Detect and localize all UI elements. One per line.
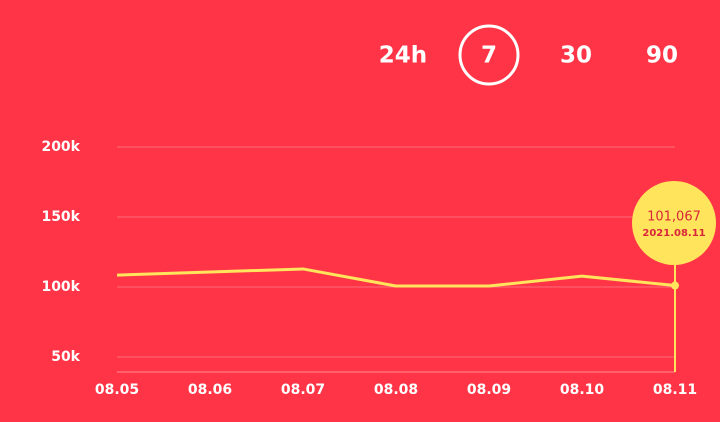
x-tick-label: 08.10 [560,382,605,398]
y-tick-label: 150k [41,209,80,225]
tooltip-date: 2021.08.11 [642,228,705,239]
tooltip-value: 101,067 [647,210,701,225]
data-line [116,267,676,288]
x-tick-label: 08.11 [653,382,697,398]
y-tick-label: 50k [51,349,80,365]
y-tick-label: 200k [41,139,80,155]
x-tick-label: 08.05 [95,382,139,398]
range-button[interactable]: 24h [379,43,427,69]
range-button[interactable]: 30 [560,43,592,69]
x-tick-label: 08.07 [281,382,325,398]
y-tick-label: 100k [41,279,80,295]
range-selected [458,24,520,86]
range-button[interactable]: 7 [481,43,497,69]
x-tick-label: 08.08 [374,382,418,398]
point-marker [671,281,679,290]
range-button[interactable]: 90 [646,43,678,69]
tooltip-bubble [632,181,716,265]
x-tick-label: 08.06 [188,382,232,398]
x-tick-label: 08.09 [467,382,511,398]
